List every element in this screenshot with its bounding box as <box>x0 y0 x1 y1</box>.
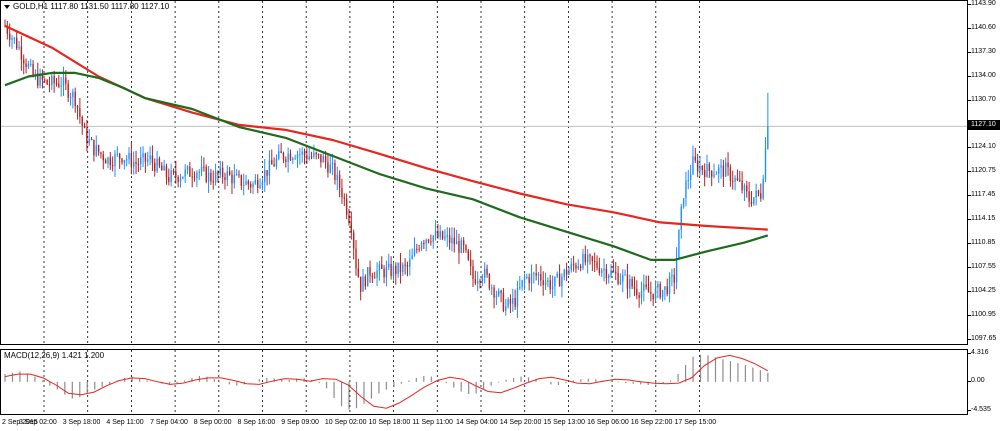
time-tick-label: 14 Sep 04:00 <box>456 419 498 426</box>
price-tick-mark <box>968 338 971 340</box>
time-tick-label: 7 Sep 04:00 <box>150 419 188 426</box>
macd-tick-label: -4.535 <box>971 406 991 413</box>
price-tick-label: 1120.75 <box>971 167 996 175</box>
price-tick-mark <box>968 99 971 101</box>
time-axis[interactable]: 2 Sep 2015 3 Sep 02:00 3 Sep 18:00 4 Sep 11… <box>0 415 968 431</box>
price-tick-mark <box>968 147 971 149</box>
moving-average-fast-line <box>4 71 769 261</box>
macd-axis[interactable]: 4.316 0.00 -4.535 <box>968 349 1000 415</box>
price-tick-label: 1110.85 <box>971 239 996 246</box>
price-tick-label: 1137.30 <box>971 47 996 55</box>
symbol-label: GOLD,H1 <box>13 2 49 11</box>
macd-tick-mark <box>968 380 971 382</box>
price-tick-label: 1134.00 <box>971 71 996 79</box>
price-tick-mark <box>968 219 971 221</box>
price-tick-label: 1097.65 <box>971 334 997 342</box>
time-tick-label: 4 Sep 11:00 <box>106 419 144 426</box>
macd-canvas[interactable] <box>1 350 967 414</box>
price-tick-mark <box>968 51 971 53</box>
time-tick-label: 8 Sep 00:00 <box>193 419 232 426</box>
time-tick-label: 10 Sep 02:00 <box>324 419 367 426</box>
time-tick-label: 3 Sep 18:00 <box>62 419 101 426</box>
price-tick-mark <box>968 243 971 244</box>
price-tick-mark <box>968 266 971 268</box>
price-tick-label: 1107.55 <box>971 262 996 270</box>
price-chart-pane[interactable]: GOLD,H1 1117.80 1131.50 1117.80 1127.10 <box>0 0 968 345</box>
time-tick-label: 2 Sep 2015 <box>2 419 38 426</box>
price-chart-canvas[interactable] <box>1 1 967 344</box>
macd-tick-label: 4.316 <box>971 349 989 356</box>
symbol-header: GOLD,H1 1117.80 1131.50 1117.80 1127.10 <box>4 2 169 12</box>
price-tick-label: 1143.90 <box>971 0 996 7</box>
price-tick-mark <box>968 314 971 316</box>
moving-average-slow-line <box>4 24 768 231</box>
price-tick-label: 1130.70 <box>971 95 996 103</box>
macd-label: MACD(12,26,9) 1.421 1.200 <box>4 351 105 360</box>
time-tick-label: 14 Sep 20:00 <box>499 419 542 426</box>
price-tick-label: 1117.45 <box>971 191 996 199</box>
price-tick-mark <box>968 75 971 77</box>
time-tick-label: 3 Sep 02:00 <box>19 419 57 426</box>
price-tick-label: 1124.10 <box>971 143 996 151</box>
price-tick-label: 1104.25 <box>971 286 996 294</box>
price-tick-label: 1140.60 <box>971 23 996 31</box>
current-price-tag: 1127.10 <box>968 120 1000 131</box>
price-axis[interactable]: 1143.90 1140.60 1137.30 1134.00 1130.70 1127.… <box>968 0 1000 345</box>
price-tick-mark <box>968 4 971 5</box>
time-tick-label: 16 Sep 06:00 <box>587 419 629 426</box>
price-tick-label: 1100.95 <box>971 310 996 318</box>
price-tick-label: 1114.15 <box>971 215 996 223</box>
time-tick-label: 9 Sep 09:00 <box>281 419 319 426</box>
price-tick-mark <box>968 290 971 292</box>
macd-tick-label: 0.00 <box>971 376 985 384</box>
ohlc-label: 1117.80 1131.50 1117.80 1127.10 <box>50 2 170 11</box>
price-tick-mark <box>968 195 971 197</box>
time-tick-label: 17 Sep 15:00 <box>674 419 717 426</box>
dropdown-triangle-icon[interactable] <box>4 4 10 9</box>
price-tick-mark <box>968 171 971 173</box>
macd-signal-line <box>4 354 769 409</box>
price-tick-mark <box>968 27 971 29</box>
time-tick-label: 8 Sep 16:00 <box>237 419 276 426</box>
time-tick-label: 10 Sep 18:00 <box>368 419 411 426</box>
macd-tick-mark <box>968 410 971 411</box>
time-tick-label: 16 Sep 22:00 <box>630 419 673 426</box>
macd-pane[interactable]: MACD(12,26,9) 1.421 1.200 <box>0 349 968 415</box>
macd-tick-mark <box>968 353 971 354</box>
time-tick-label: 15 Sep 13:00 <box>543 419 586 426</box>
time-tick-label: 11 Sep 11:00 <box>412 419 453 426</box>
